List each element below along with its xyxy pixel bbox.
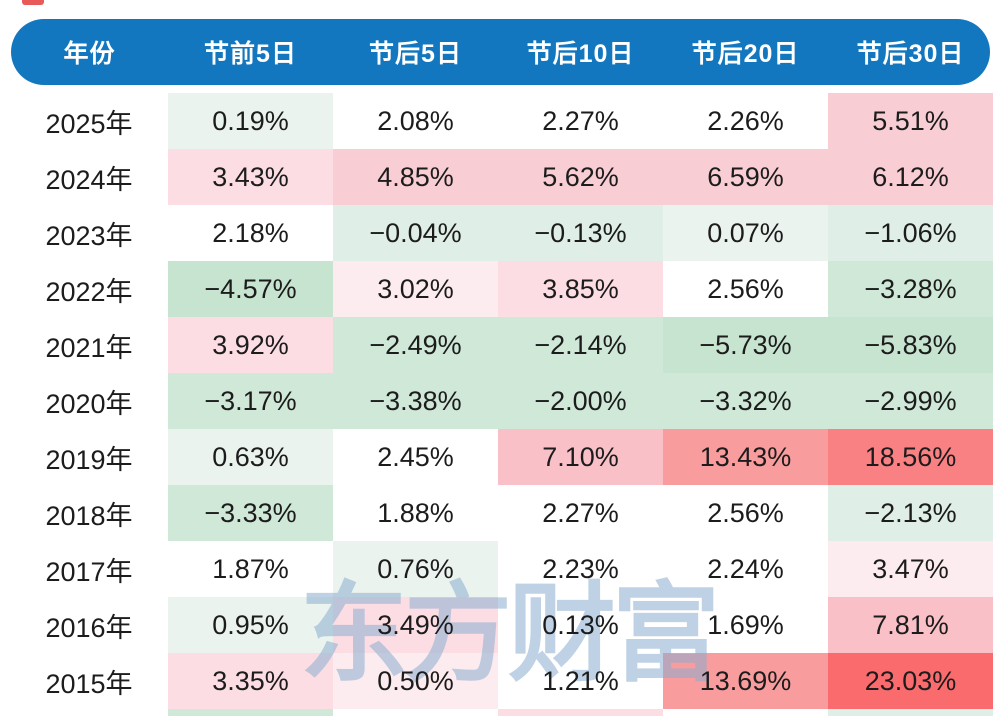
value-cell: 3.49% [333, 597, 498, 653]
value-cell: 2.27% [498, 485, 663, 541]
value-cell: 1.21% [498, 653, 663, 709]
table-row: 2022年 −4.57% 3.02% 3.85% 2.56% −3.28% [10, 261, 993, 317]
table-row: 2025年 0.19% 2.08% 2.27% 2.26% 5.51% [10, 93, 993, 149]
value-cell: 2.24% [663, 541, 828, 597]
year-cell: 2019年 [45, 444, 133, 475]
value-cell: 7.81% [828, 597, 993, 653]
column-header: 节后20日 [691, 40, 800, 68]
value-cell: 6.59% [663, 149, 828, 205]
table-row-partial [10, 709, 993, 716]
value-cell: 5.51% [828, 93, 993, 149]
value-cell: −3.28% [828, 261, 993, 317]
value-cell: −0.04% [333, 205, 498, 261]
value-cell: 3.02% [333, 261, 498, 317]
value-cell: 7.10% [498, 429, 663, 485]
value-cell: 2.26% [663, 93, 828, 149]
value-cell: 2.56% [663, 485, 828, 541]
value-cell: 2.45% [333, 429, 498, 485]
column-header: 节前5日 [204, 40, 297, 68]
value-cell: 13.69% [663, 653, 828, 709]
table-row: 2015年 3.35% 0.50% 1.21% 13.69% 23.03% [10, 653, 993, 709]
table-row: 2019年 0.63% 2.45% 7.10% 13.43% 18.56% [10, 429, 993, 485]
value-cell: −3.38% [333, 373, 498, 429]
year-cell: 2023年 [45, 220, 133, 251]
value-cell: −2.13% [828, 485, 993, 541]
value-cell: −2.14% [498, 317, 663, 373]
value-cell: 3.47% [828, 541, 993, 597]
year-cell: 2016年 [45, 612, 133, 643]
value-cell: −1.06% [828, 205, 993, 261]
table-row: 2016年 0.95% 3.49% 0.13% 1.69% 7.81% [10, 597, 993, 653]
value-cell: 0.95% [168, 597, 333, 653]
value-cell [498, 709, 663, 716]
value-cell: 0.50% [333, 653, 498, 709]
year-cell: 2021年 [45, 332, 133, 363]
year-cell: 2022年 [45, 276, 133, 307]
value-cell: 2.56% [663, 261, 828, 317]
value-cell: −2.99% [828, 373, 993, 429]
value-cell [333, 709, 498, 716]
value-cell: 0.07% [663, 205, 828, 261]
year-cell: 2020年 [45, 388, 133, 419]
value-cell: 1.87% [168, 541, 333, 597]
value-cell: 3.92% [168, 317, 333, 373]
value-cell: −2.49% [333, 317, 498, 373]
table-row: 2021年 3.92% −2.49% −2.14% −5.73% −5.83% [10, 317, 993, 373]
value-cell: −0.13% [498, 205, 663, 261]
value-cell: 4.85% [333, 149, 498, 205]
value-cell: 3.35% [168, 653, 333, 709]
value-cell: 0.13% [498, 597, 663, 653]
value-cell: 0.76% [333, 541, 498, 597]
value-cell: 18.56% [828, 429, 993, 485]
value-cell: 1.88% [333, 485, 498, 541]
value-cell: −4.57% [168, 261, 333, 317]
year-cell: 2024年 [45, 164, 133, 195]
year-cell: 2017年 [45, 556, 133, 587]
cropped-red-mark [22, 0, 44, 5]
value-cell: 1.69% [663, 597, 828, 653]
value-cell: 2.18% [168, 205, 333, 261]
value-cell: 23.03% [828, 653, 993, 709]
value-cell: −2.00% [498, 373, 663, 429]
table-row: 2018年 −3.33% 1.88% 2.27% 2.56% −2.13% [10, 485, 993, 541]
year-cell [10, 709, 168, 716]
table-header: 年份 节前5日 节后5日 节后10日 节后20日 节后30日 [11, 19, 990, 85]
value-cell [663, 709, 828, 716]
value-cell: 3.43% [168, 149, 333, 205]
value-cell: −3.32% [663, 373, 828, 429]
value-cell: 3.85% [498, 261, 663, 317]
value-cell: 5.62% [498, 149, 663, 205]
value-cell: 0.19% [168, 93, 333, 149]
value-cell: 13.43% [663, 429, 828, 485]
table-row: 2017年 1.87% 0.76% 2.23% 2.24% 3.47% [10, 541, 993, 597]
value-cell: 2.08% [333, 93, 498, 149]
value-cell [828, 709, 993, 716]
year-cell: 2015年 [45, 668, 133, 699]
value-cell: 2.27% [498, 93, 663, 149]
column-header: 节后5日 [369, 40, 462, 68]
value-cell: 0.63% [168, 429, 333, 485]
value-cell: −5.83% [828, 317, 993, 373]
year-cell: 2025年 [45, 108, 133, 139]
table-row: 2023年 2.18% −0.04% −0.13% 0.07% −1.06% [10, 205, 993, 261]
year-cell: 2018年 [45, 500, 133, 531]
value-cell [168, 709, 333, 716]
value-cell: −3.17% [168, 373, 333, 429]
column-header: 节后30日 [856, 40, 965, 68]
column-header: 年份 [63, 40, 116, 68]
value-cell: 2.23% [498, 541, 663, 597]
value-cell: 6.12% [828, 149, 993, 205]
table-row: 2024年 3.43% 4.85% 5.62% 6.59% 6.12% [10, 149, 993, 205]
table-row: 2020年 −3.17% −3.38% −2.00% −3.32% −2.99% [10, 373, 993, 429]
table-body: 2025年 0.19% 2.08% 2.27% 2.26% 5.51% 2024年 3.43%… [10, 93, 993, 716]
value-cell: −5.73% [663, 317, 828, 373]
value-cell: −3.33% [168, 485, 333, 541]
column-header: 节后10日 [526, 40, 635, 68]
